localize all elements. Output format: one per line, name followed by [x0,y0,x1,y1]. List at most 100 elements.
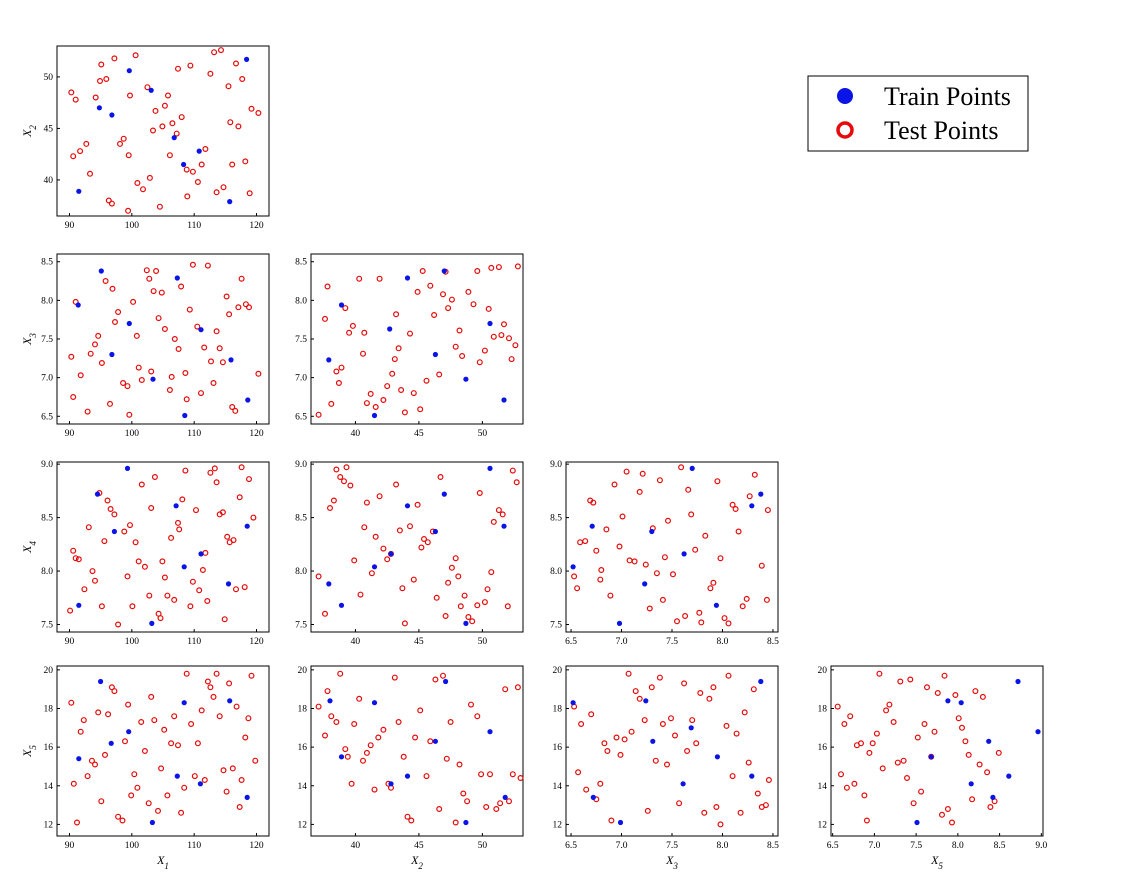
test-point [673,618,680,625]
train-point [501,523,507,529]
test-point [903,774,910,781]
test-point [501,321,508,328]
test-point [452,819,459,826]
x-tick-label: 8.0 [952,841,964,851]
test-point [363,749,370,756]
test-point [414,501,421,508]
train-point [958,700,964,706]
x-tick-label: 9.0 [1035,841,1047,851]
train-point [338,302,345,308]
test-point [210,380,217,387]
test-point [89,568,96,575]
test-point [80,717,87,724]
y-tick-label: 9.0 [550,460,562,470]
y-tick-label: 9.0 [295,460,307,470]
test-point [432,676,439,683]
train-point [404,275,411,281]
test-point [514,684,521,691]
y-tick-label: 16 [818,743,828,753]
x-tick-label: 120 [249,841,264,851]
test-point [725,620,732,627]
test-point [155,807,162,814]
y-tick-label: 20 [298,666,308,676]
test-point [226,680,233,687]
test-point [729,501,736,508]
train-point [463,620,469,627]
train-point [196,148,202,154]
panel-frame [310,461,524,633]
legend: Train Points Test Points [807,75,1029,152]
test-point [445,305,452,312]
test-point [164,592,171,599]
test-point [400,753,407,760]
test-point [448,296,455,303]
test-point [322,610,329,617]
test-point [141,563,148,570]
test-point [159,123,166,130]
panel-frame [565,665,779,837]
train-point [990,794,996,801]
test-point [75,556,82,563]
test-point [984,769,991,776]
test-point [92,94,99,101]
x-tick-label: 90 [65,221,75,231]
test-point [417,707,424,714]
test-point [717,821,724,828]
test-point [934,689,941,696]
test-point [661,554,668,561]
test-point [762,802,769,809]
test-point [126,522,133,529]
x-tick-label: 50 [478,841,488,851]
test-point [508,356,515,363]
test-point [95,332,102,339]
test-point [324,283,331,290]
train-point [124,465,131,471]
test-point [204,678,211,685]
test-point [236,494,243,501]
test-point [474,602,481,609]
test-point [384,556,391,563]
test-point [721,615,728,622]
test-point [421,535,428,542]
train-point [338,754,345,760]
test-point [135,364,142,371]
test-point [847,713,854,720]
train-point [98,678,104,685]
train-point [326,581,332,587]
test-point [333,466,340,473]
test-point [851,780,858,787]
train-point [502,794,508,801]
test-point [109,285,116,292]
test-point [207,469,214,476]
x-axis-label: X3 [665,853,678,871]
test-point [965,751,972,758]
test-point [153,268,160,275]
test-point [189,168,196,175]
train-point [109,112,115,118]
test-point [642,561,649,568]
panel-x2-x5: 40 45 50 12 14 16 18 20 X2 [298,665,524,871]
test-point [445,579,452,586]
test-point [351,720,358,727]
test-point [372,404,379,411]
x-tick-label: 120 [249,429,264,439]
train-point [432,528,438,535]
test-point [220,184,227,191]
test-point [941,672,948,679]
x-tick-label: 100 [125,637,140,647]
x-tick-label: 100 [125,841,140,851]
test-point [714,478,721,485]
test-point [198,707,205,714]
y-tick-label: 9.0 [41,460,53,470]
test-point [342,746,349,753]
test-point [105,197,112,204]
train-point [126,729,132,735]
y-axis-label: X4 [20,541,38,554]
test-point [333,718,340,725]
x-tick-label: 40 [351,637,361,647]
train-point [681,551,687,557]
test-point [239,75,246,82]
test-point [648,684,655,691]
y-tick-label: 20 [44,666,54,676]
y-tick-label: 7.0 [295,374,307,384]
